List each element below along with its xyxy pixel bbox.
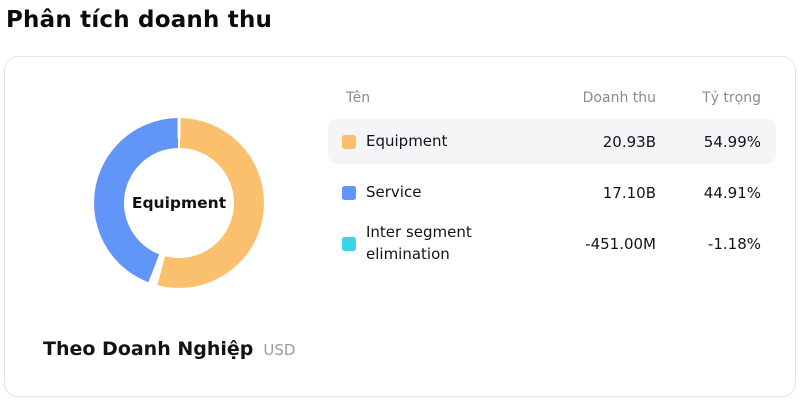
segment-name: Equipment: [366, 131, 448, 150]
legend-swatch-icon: [342, 185, 356, 200]
donut-center-label: Equipment: [131, 194, 227, 212]
table-row[interactable]: Inter segment elimination -451.00M -1.18%: [328, 221, 776, 266]
segment-name-cell: Equipment: [342, 131, 526, 153]
legend-swatch-icon: [342, 134, 356, 149]
page-title: Phân tích doanh thu: [6, 7, 273, 33]
legend-swatch-icon: [342, 236, 356, 251]
header-share: Tỷ trọng: [702, 90, 761, 106]
header-name: Tên: [346, 90, 371, 106]
segment-name-cell: Service: [342, 182, 526, 204]
segment-name: Service: [366, 182, 422, 201]
segment-name: Inter segment elimination: [366, 222, 472, 263]
segment-rows: Equipment 20.93B 54.99% Service 17.10B 44.91%…: [328, 119, 776, 266]
segment-share: 54.99%: [703, 132, 761, 151]
segment-revenue: 20.93B: [602, 132, 656, 151]
card-footer: Theo Doanh Nghiệp USD: [43, 338, 295, 360]
segment-share: -1.18%: [707, 234, 761, 253]
segment-revenue: -451.00M: [585, 234, 656, 253]
table-row[interactable]: Equipment 20.93B 54.99%: [328, 119, 776, 164]
segment-table: Tên Doanh thu Tỷ trọng Equipment 20.93B 54…: [328, 85, 776, 266]
revenue-analysis-card: Equipment Tên Doanh thu Tỷ trọng Equipme…: [4, 56, 796, 397]
segment-name-cell: Inter segment elimination: [342, 222, 526, 266]
donut-chart[interactable]: Equipment: [94, 118, 264, 288]
table-row[interactable]: Service 17.10B 44.91%: [328, 170, 776, 215]
segment-revenue: 17.10B: [602, 183, 656, 202]
segment-share: 44.91%: [703, 183, 761, 202]
segment-table-header: Tên Doanh thu Tỷ trọng: [328, 85, 776, 111]
donut-hole: [124, 148, 234, 258]
footer-currency: USD: [263, 341, 296, 359]
footer-label: Theo Doanh Nghiệp: [43, 338, 254, 360]
header-revenue: Doanh thu: [582, 90, 656, 106]
